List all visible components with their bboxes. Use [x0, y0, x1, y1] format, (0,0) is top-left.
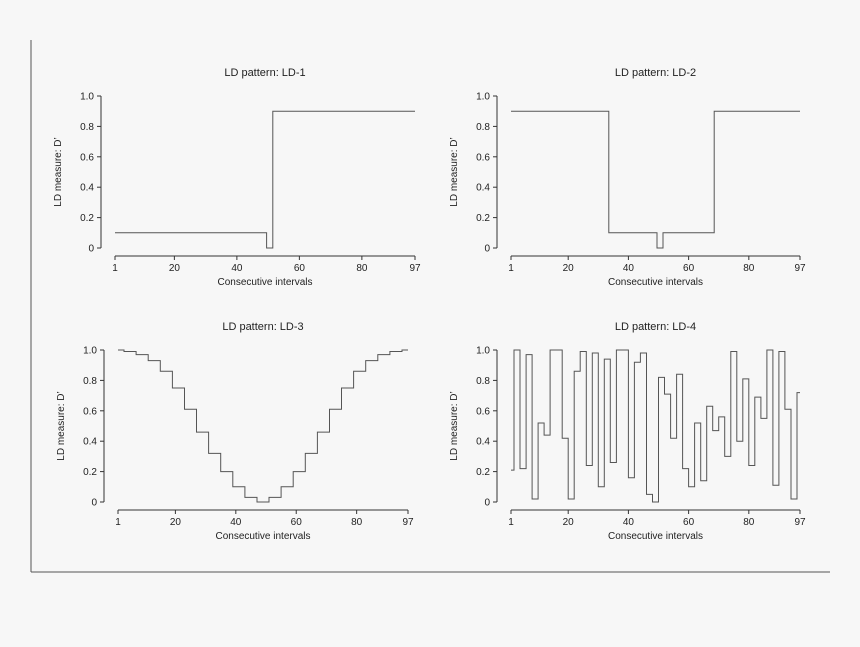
- y-tick-label: 0.8: [476, 376, 490, 387]
- y-tick-label: 0.4: [83, 437, 97, 448]
- y-tick-label: 1.0: [83, 346, 97, 357]
- x-tick-label: 80: [743, 263, 755, 274]
- x-tick-label: 40: [230, 517, 242, 528]
- y-tick-label: 0.4: [476, 183, 490, 194]
- x-tick-label: 60: [294, 263, 306, 274]
- y-tick-label: 0.2: [476, 213, 490, 224]
- x-tick-label: 1: [112, 263, 118, 274]
- y-tick-label: 0.4: [80, 183, 94, 194]
- y-axis-label: LD measure: D’: [449, 391, 460, 460]
- x-axis-label: Consecutive intervals: [217, 277, 312, 288]
- series-line: [511, 349, 800, 503]
- chart-panel-ld-3: LD pattern: LD-3 LD measure: D’ Consecut…: [56, 321, 414, 542]
- x-tick-label: 97: [794, 517, 806, 528]
- chart-title: LD pattern: LD-1: [224, 67, 305, 79]
- x-tick-label: 40: [623, 263, 635, 274]
- x-tick-label: 97: [402, 517, 414, 528]
- x-tick-label: 1: [115, 517, 121, 528]
- x-tick-label: 80: [356, 263, 368, 274]
- x-axis-label: Consecutive intervals: [608, 531, 703, 542]
- x-tick-label: 60: [683, 517, 695, 528]
- x-tick-label: 60: [683, 263, 695, 274]
- series-line: [511, 110, 800, 249]
- x-axis-label: Consecutive intervals: [608, 277, 703, 288]
- x-axis-label: Consecutive intervals: [215, 531, 310, 542]
- y-tick-label: 0.8: [83, 376, 97, 387]
- y-axis-label: LD measure: D’: [53, 137, 64, 206]
- x-tick-label: 1: [508, 517, 514, 528]
- y-tick-label: 1.0: [476, 346, 490, 357]
- y-axis-label: LD measure: D’: [56, 391, 67, 460]
- y-tick-label: 0: [484, 244, 490, 255]
- x-tick-label: 1: [508, 263, 514, 274]
- chart-panel-ld-1: LD pattern: LD-1 LD measure: D’ Consecut…: [53, 67, 421, 288]
- x-tick-label: 40: [623, 517, 635, 528]
- x-tick-label: 40: [231, 263, 243, 274]
- y-tick-label: 0.6: [476, 152, 490, 163]
- x-tick-label: 97: [409, 263, 421, 274]
- y-tick-label: 0: [88, 244, 94, 255]
- y-tick-label: 0.4: [476, 437, 490, 448]
- x-tick-label: 60: [291, 517, 303, 528]
- y-tick-label: 0.8: [476, 122, 490, 133]
- y-tick-label: 0.6: [80, 152, 94, 163]
- y-tick-label: 0.6: [476, 406, 490, 417]
- x-tick-label: 97: [794, 263, 806, 274]
- y-tick-label: 0.2: [83, 467, 97, 478]
- chart-title: LD pattern: LD-4: [615, 321, 696, 333]
- x-tick-label: 20: [563, 263, 575, 274]
- chart-title: LD pattern: LD-3: [222, 321, 303, 333]
- series-line: [118, 349, 408, 503]
- y-tick-label: 0: [91, 498, 97, 509]
- y-tick-label: 0.2: [476, 467, 490, 478]
- x-tick-label: 20: [563, 517, 575, 528]
- y-axis-label: LD measure: D’: [449, 137, 460, 206]
- y-tick-label: 0.2: [80, 213, 94, 224]
- y-tick-label: 1.0: [80, 92, 94, 103]
- x-tick-label: 20: [169, 263, 181, 274]
- y-tick-label: 0: [484, 498, 490, 509]
- series-line: [115, 110, 415, 249]
- x-tick-label: 80: [351, 517, 363, 528]
- chart-panel-ld-4: LD pattern: LD-4 LD measure: D’ Consecut…: [449, 321, 806, 542]
- chart-panel-ld-2: LD pattern: LD-2 LD measure: D’ Consecut…: [449, 67, 806, 288]
- x-tick-label: 80: [743, 517, 755, 528]
- y-tick-label: 0.6: [83, 406, 97, 417]
- y-tick-label: 1.0: [476, 92, 490, 103]
- y-tick-label: 0.8: [80, 122, 94, 133]
- chart-title: LD pattern: LD-2: [615, 67, 696, 79]
- x-tick-label: 20: [170, 517, 182, 528]
